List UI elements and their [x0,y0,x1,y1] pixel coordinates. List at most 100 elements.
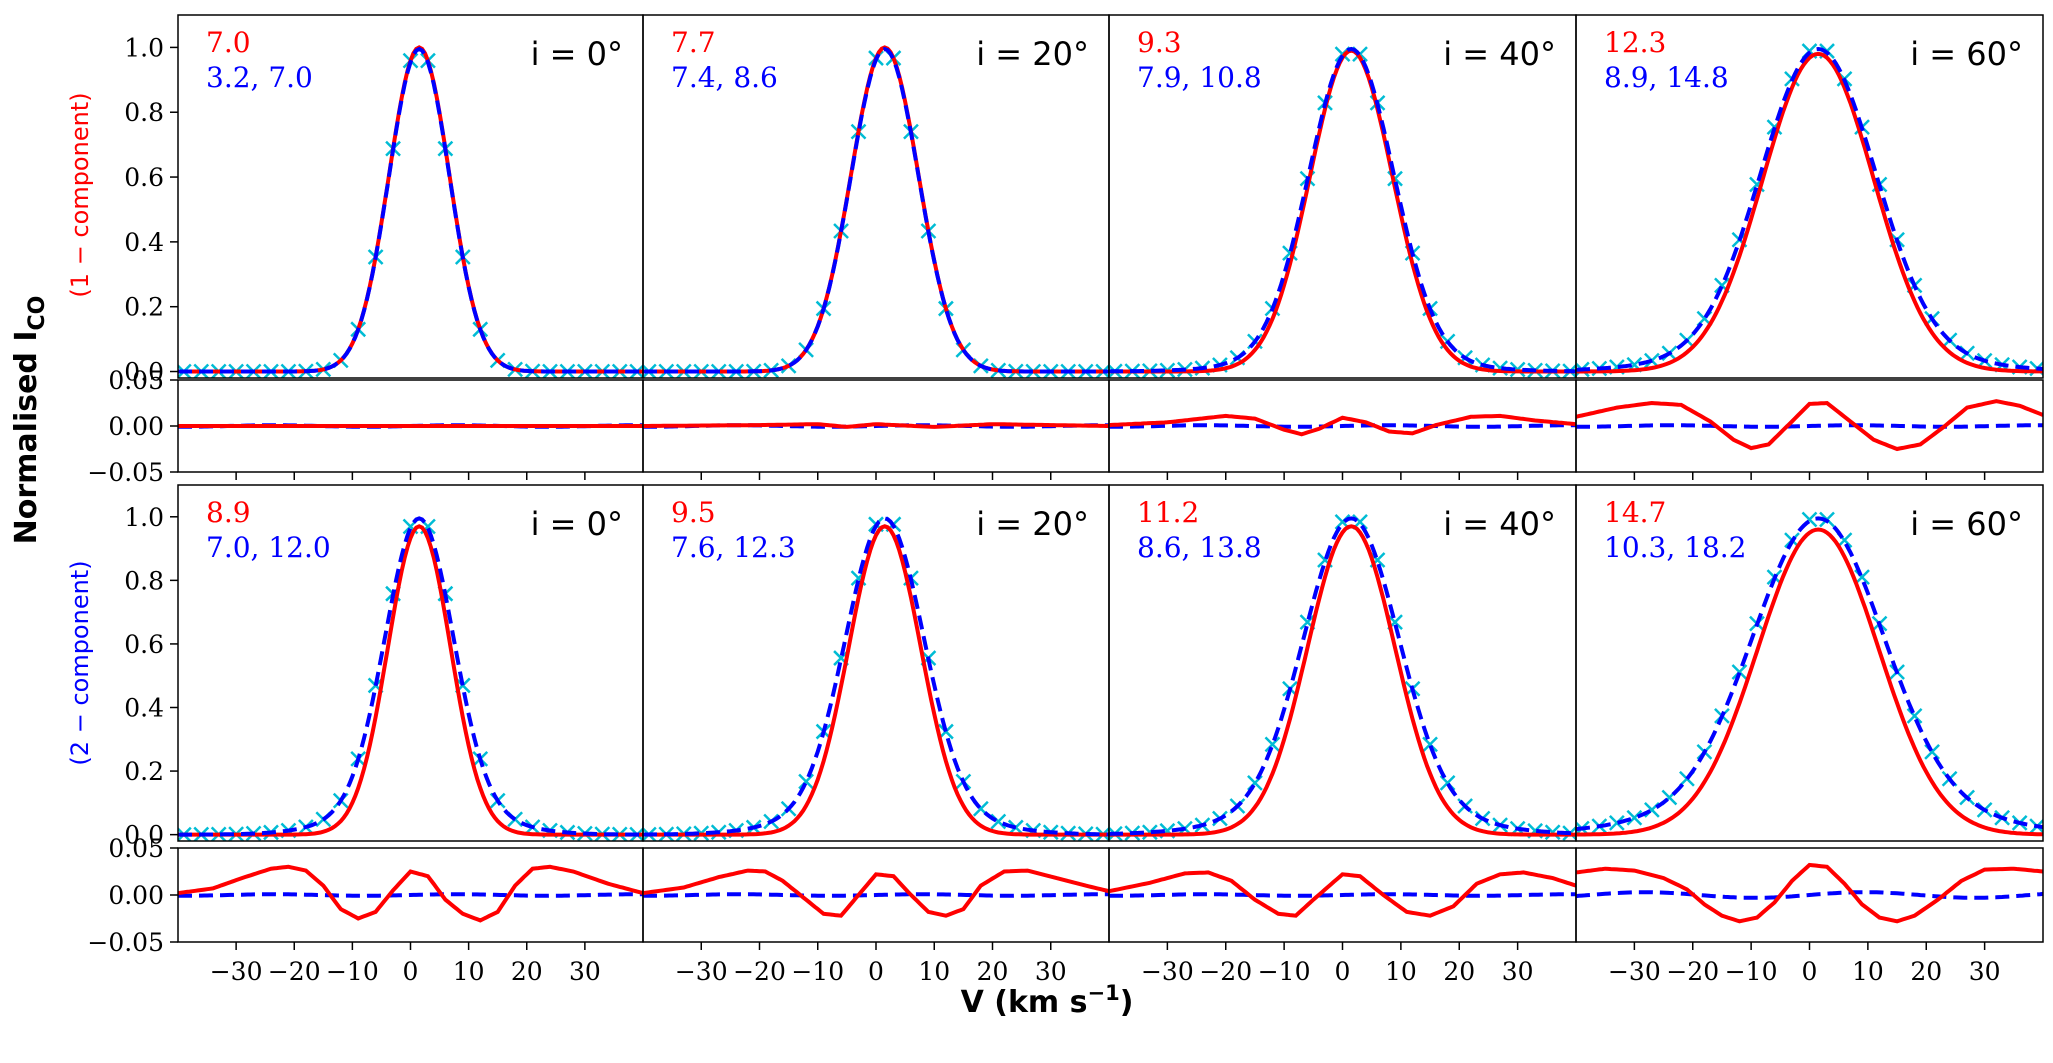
x-tick-label: −10 [1725,957,1778,986]
width-label-2-component: 8.9, 14.8 [1604,61,1729,94]
x-tick-label: 0 [1335,957,1351,986]
fit2-line [1109,46,1576,374]
y-tick-label: 1.0 [124,503,164,532]
y-tick-label: 0.0 [124,358,164,387]
x-tick-label: −10 [326,957,379,986]
residual-layer [1576,399,2043,452]
x-axis-title: V (km s−1) [961,981,1134,1020]
inclination-label: i = 40° [1443,35,1556,73]
width-label-2-component: 8.6, 13.8 [1137,531,1262,564]
main-axes-frame [1575,484,2044,842]
series-layer [643,45,1109,378]
fit2-line [1576,46,2043,372]
x-tick-label: −30 [675,957,728,986]
data-point [798,773,814,790]
x-tick-label: 20 [1443,957,1475,986]
series-layer [1109,514,1576,841]
y-tick-label: 0.2 [124,757,164,786]
y-tick-label: 0.8 [124,98,164,127]
series-layer [178,516,643,841]
residual-fit1-line [1576,399,2043,452]
width-label-1-component: 7.7 [671,26,716,59]
residual-layer [1109,870,1576,918]
residual-fit2-line [1109,892,1576,898]
data-point [1608,814,1625,831]
panel-r1-c3: 9.37.9, 10.8 i = 40° [1108,14,1577,480]
inclination-label: i = 60° [1910,35,2023,73]
x-tick-label: −10 [791,957,844,986]
residual-y-tick-label: −0.05 [87,458,164,487]
data-point [1264,736,1281,753]
x-tick-label: −20 [1666,957,1719,986]
width-label-1-component: 11.2 [1137,496,1199,529]
residual-fit2-line [1576,423,2043,429]
x-tick-label: 0 [403,957,419,986]
row-label-1-component: (1 − component) [66,92,94,297]
x-tick-label: 10 [918,957,950,986]
residual-layer [178,864,643,923]
inclination-label: i = 60° [1910,505,2023,543]
residual-fit2-line [643,892,1109,898]
fit2-line [178,516,643,837]
residual-fit2-line [1576,890,2043,900]
fit1-line [643,45,1109,374]
width-label-1-component: 8.9 [206,496,251,529]
panels-group: 0.00.20.40.60.81.00.050.00−0.057.03.2, 7… [87,14,2044,986]
x-tick-label: −10 [1258,957,1311,986]
x-tick-label: 0 [868,957,884,986]
width-label-1-component: 14.7 [1604,496,1666,529]
x-tick-label: −20 [268,957,321,986]
residual-fit1-line [643,422,1109,429]
residual-y-tick-label: −0.05 [87,928,164,957]
width-label-2-component: 7.0, 12.0 [206,531,331,564]
width-label-2-component: 3.2, 7.0 [206,61,313,94]
panel-r1-c2: 7.77.4, 8.6 i = 20° [642,14,1110,480]
residual-y-tick-label: 0.00 [108,412,164,441]
residual-y-tick-label: 0.05 [108,366,164,395]
residual-fit2-line [1109,423,1576,429]
y-axis-title: Normalised ICO [9,296,50,545]
x-tick-label: 20 [511,957,543,986]
residual-layer [643,422,1109,429]
residual-layer [1109,413,1576,437]
fit1-line [178,45,643,374]
x-tick-label: 0 [1802,957,1818,986]
fit2-line [178,46,643,374]
residual-fit2-line [178,892,643,898]
x-tick-label: −30 [210,957,263,986]
x-tick-label: 30 [1502,957,1534,986]
x-axis-title-superscript: −1 [1087,981,1119,1005]
panel-r2-c1: 0.0 0.2 0.4 0.6 0.8 1.0 0.05 0.00 −0.05 −30 −20 −10… [87,484,644,986]
inclination-label: i = 0° [531,35,623,73]
y-tick-label: 0.6 [124,163,164,192]
fit1-line [1576,51,2043,374]
residual-fit1-line [643,868,1109,918]
data-point [1731,664,1748,680]
panel-r1-c4: 12.38.9, 14.8 i = 60° [1575,14,2044,480]
data-point [1422,736,1438,753]
residual-fit1-line [178,864,643,923]
panel-r2-c4: −30 −20 −10 0 10 20 30 14.710.3, 18.2 i = 60° [1575,484,2044,986]
residual-layer [1576,862,2043,924]
fit2-line [1576,516,2043,832]
inclination-label: i = 20° [976,35,1089,73]
y-tick-label: 0.2 [124,293,164,322]
data-point [1626,809,1643,826]
fit2-line [643,46,1109,374]
panel-r2-c2: −30 −20 −10 0 10 20 30 9.57.6, 12.3 i = 20° [642,484,1110,986]
data-point [1141,824,1158,841]
fit1-line [1109,524,1576,837]
fit1-line [643,524,1109,837]
y-tick-label: 0.8 [124,566,164,595]
width-label-2-component: 10.3, 18.2 [1604,531,1747,564]
residual-layer [643,868,1109,918]
row-label-2-component: (2 − component) [66,560,94,765]
width-label-1-component: 12.3 [1604,26,1666,59]
series-layer [643,516,1109,841]
residual-layer [178,423,643,429]
x-tick-label: 30 [569,957,601,986]
y-tick-label: 0.4 [124,228,164,257]
x-tick-label: 20 [977,957,1009,986]
width-label-2-component: 7.9, 10.8 [1137,61,1262,94]
